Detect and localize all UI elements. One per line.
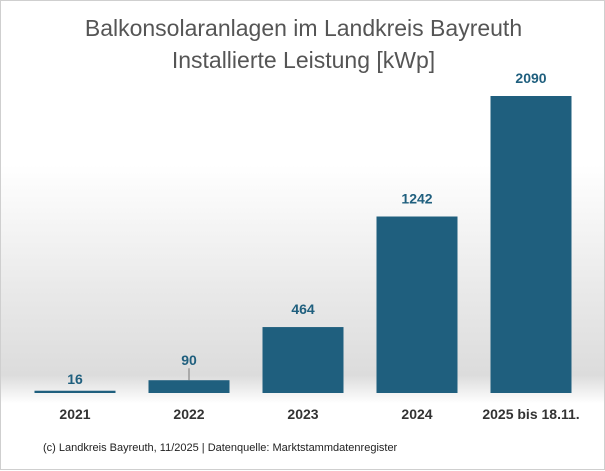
bar-2022	[148, 380, 230, 393]
value-label: 16	[67, 371, 83, 387]
bar-2024	[376, 216, 458, 393]
bar-2025	[490, 96, 572, 393]
category-label: 2021	[59, 406, 90, 422]
source-footer: (c) Landkreis Bayreuth, 11/2025 | Datenq…	[43, 442, 398, 454]
value-label: 1242	[401, 191, 432, 207]
category-label: 2024	[401, 406, 432, 422]
bar-2021	[34, 390, 116, 393]
category-label: 2022	[173, 406, 204, 422]
value-label: 90	[181, 352, 197, 368]
chart-subtitle: Installierte Leistung [kWp]	[171, 47, 436, 73]
bar-2023	[262, 327, 344, 393]
chart-title: Balkonsolaranlagen im Landkreis Bayreuth	[84, 15, 523, 41]
category-label: 2025 bis 18.11.	[482, 406, 579, 422]
category-label: 2023	[287, 406, 318, 422]
value-label: 2090	[515, 70, 546, 86]
value-label: 464	[291, 301, 315, 317]
